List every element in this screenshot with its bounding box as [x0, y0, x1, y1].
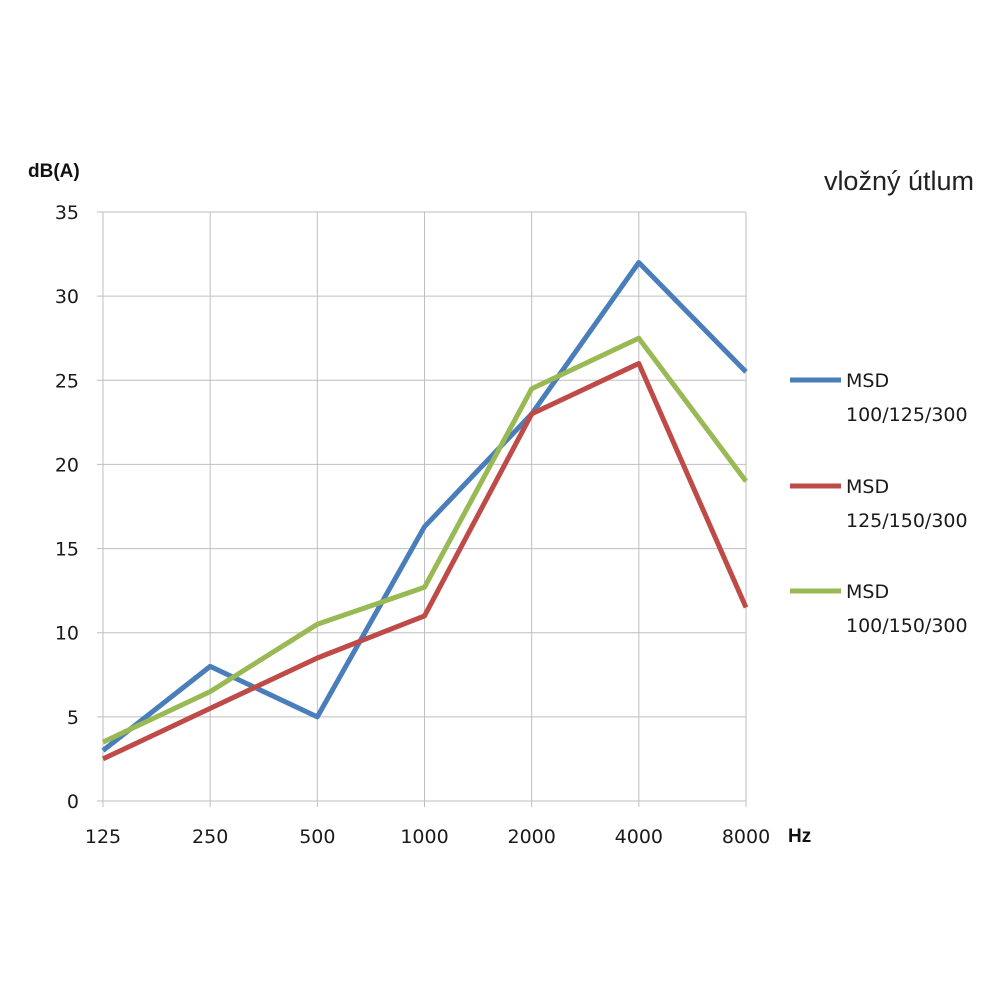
legend-item-3: MSD 100/150/300	[790, 581, 968, 637]
x-tick-labels: 125 250 500 1000 2000 4000 8000	[85, 826, 770, 848]
x-tick-label: 125	[85, 826, 121, 848]
chart-title: vložný útlum	[824, 166, 974, 196]
legend-label-line2: 125/150/300	[846, 510, 968, 532]
legend-label-line1: MSD	[846, 370, 889, 392]
legend-label-line2: 100/125/300	[846, 404, 968, 426]
y-tick-label: 20	[55, 454, 79, 476]
y-tick-label: 15	[55, 539, 79, 561]
legend: MSD 100/125/300 MSD 125/150/300 MSD 100/150/3…	[790, 370, 968, 637]
x-axis-label: Hz	[788, 826, 811, 847]
x-tick-label: 1000	[400, 826, 448, 848]
x-tick-label: 2000	[507, 826, 555, 848]
y-tick-labels: 0 5 10 15 20 25 30 35	[55, 202, 79, 813]
legend-item-2: MSD 125/150/300	[790, 476, 968, 532]
legend-label-line1: MSD	[846, 581, 889, 603]
x-tick-label: 500	[299, 826, 335, 848]
y-tick-label: 0	[67, 791, 79, 813]
y-tick-label: 5	[67, 707, 79, 729]
grid	[97, 211, 747, 807]
y-axis-label: dB(A)	[28, 161, 80, 182]
y-tick-label: 30	[55, 286, 79, 308]
legend-label-line2: 100/150/300	[846, 615, 968, 637]
y-tick-label: 25	[55, 370, 79, 392]
legend-item-1: MSD 100/125/300	[790, 370, 968, 426]
x-tick-label: 250	[192, 826, 228, 848]
y-tick-label: 35	[55, 202, 79, 224]
legend-label-line1: MSD	[846, 476, 889, 498]
y-tick-label: 10	[55, 623, 79, 645]
series-lines	[101, 260, 749, 762]
x-tick-label: 8000	[722, 826, 770, 848]
x-tick-label: 4000	[615, 826, 663, 848]
